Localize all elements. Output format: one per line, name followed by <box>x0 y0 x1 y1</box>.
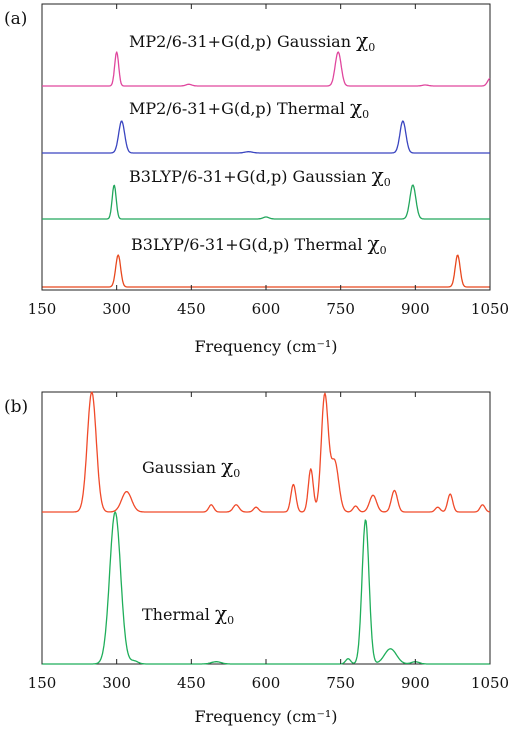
x-tick-label: 1050 <box>471 300 509 318</box>
series-label: MP2/6-31+G(d,p) Thermal χ0 <box>129 95 369 121</box>
x-tick-label: 300 <box>102 674 131 692</box>
series-label: Thermal χ0 <box>142 601 234 627</box>
series-label: MP2/6-31+G(d,p) Gaussian χ0 <box>129 28 375 54</box>
series-label: B3LYP/6-31+G(d,p) Gaussian χ0 <box>129 163 391 189</box>
panel-b-x-axis-label: Frequency (cm⁻¹) <box>194 707 337 726</box>
x-tick-label: 150 <box>28 300 57 318</box>
panel-b-frame <box>41 391 491 665</box>
x-tick-label: 300 <box>102 300 131 318</box>
x-tick-label: 600 <box>252 300 281 318</box>
series-line-0-3 <box>42 254 490 288</box>
series-line-0-2 <box>42 184 490 220</box>
panel-a-x-axis: 150 300 450 600 750 900 1050 <box>28 4 509 318</box>
x-tick-label: 900 <box>401 674 430 692</box>
panel-a: (a) MP2/6-31+G(d,p) Gaussian χ0MP2/6-31+… <box>4 3 509 356</box>
series-label: Gaussian χ0 <box>142 454 240 480</box>
panel-b: (b) Gaussian χ0 Thermal χ0 150 300 450 600 75… <box>4 391 509 726</box>
series-line-0-1 <box>42 120 490 154</box>
x-tick-label: 900 <box>401 300 430 318</box>
series-line-1-0 <box>42 391 491 513</box>
x-tick-label: 450 <box>177 300 206 318</box>
series-line-1-1 <box>42 511 490 665</box>
panel-b-series <box>42 391 491 665</box>
x-tick-label: 600 <box>252 674 281 692</box>
x-tick-label: 450 <box>177 674 206 692</box>
series-line-0-0 <box>42 51 491 87</box>
panel-b-label: (b) <box>4 397 28 417</box>
panel-b-series-labels: Gaussian χ0 Thermal χ0 <box>142 454 240 627</box>
series-label: B3LYP/6-31+G(d,p) Thermal χ0 <box>131 231 387 257</box>
x-tick-label: 1050 <box>471 674 509 692</box>
x-tick-label: 750 <box>326 300 355 318</box>
panel-a-label: (a) <box>4 9 27 29</box>
panel-a-series-labels: MP2/6-31+G(d,p) Gaussian χ0 MP2/6-31+G(d,… <box>129 28 391 257</box>
panel-b-x-axis: 150 300 450 600 750 900 1050 <box>28 392 509 692</box>
x-tick-label: 150 <box>28 674 57 692</box>
panel-a-x-axis-label: Frequency (cm⁻¹) <box>194 337 337 356</box>
x-tick-label: 750 <box>326 674 355 692</box>
